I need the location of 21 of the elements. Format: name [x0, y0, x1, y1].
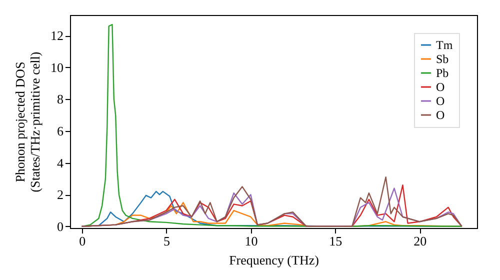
legend-label: Tm: [436, 38, 454, 52]
legend-label: Sb: [436, 52, 449, 66]
x-tick-label: 10: [244, 234, 258, 248]
legend-label: Pb: [436, 66, 449, 80]
y-axis-title: Phonon projected DOS (States/THz·primitive cell): [12, 52, 42, 192]
x-tick-label: 15: [329, 234, 342, 248]
x-tick-label: 20: [414, 234, 427, 248]
y-tick-label: 4: [57, 155, 64, 170]
y-tick-label: 10: [50, 60, 64, 75]
x-axis-title: Frequency (THz): [229, 252, 319, 268]
legend-label: O: [436, 108, 445, 122]
y-tick-label: 0: [57, 218, 64, 234]
x-tick-label: 5: [164, 234, 170, 248]
legend-label: O: [436, 80, 445, 94]
x-tick-label: 0: [79, 234, 86, 248]
y-tick-label: 8: [57, 92, 64, 107]
line-series: [81, 24, 462, 228]
legend-label: O: [436, 94, 445, 108]
y-tick-label: 6: [57, 124, 64, 139]
y-tick-label: 2: [57, 187, 64, 202]
y-tick-label: 12: [50, 28, 64, 44]
